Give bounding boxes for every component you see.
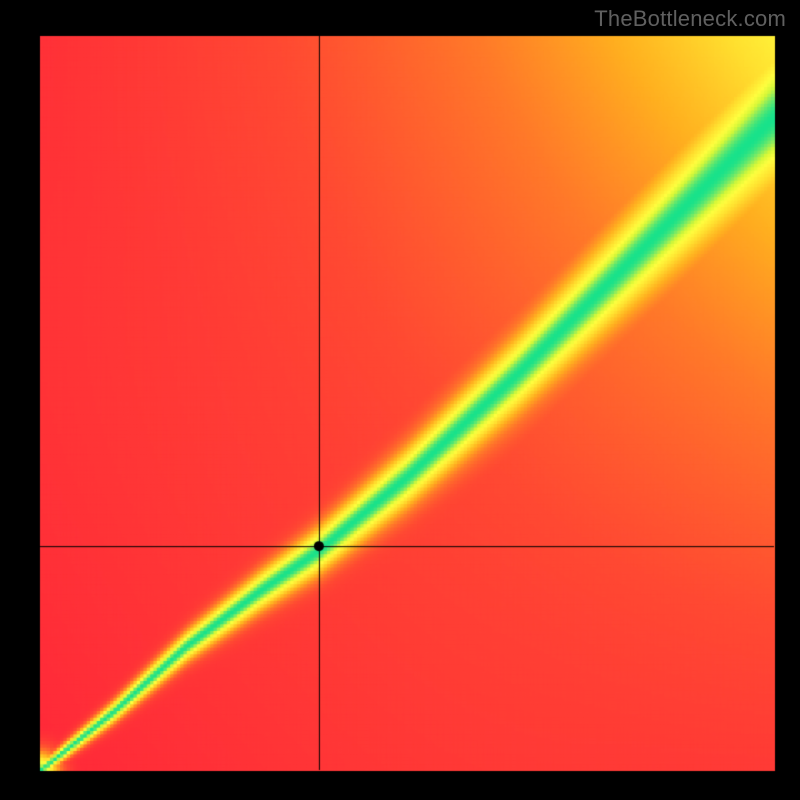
chart-container: TheBottleneck.com (0, 0, 800, 800)
heatmap-canvas (0, 0, 800, 800)
watermark-label: TheBottleneck.com (594, 6, 786, 32)
